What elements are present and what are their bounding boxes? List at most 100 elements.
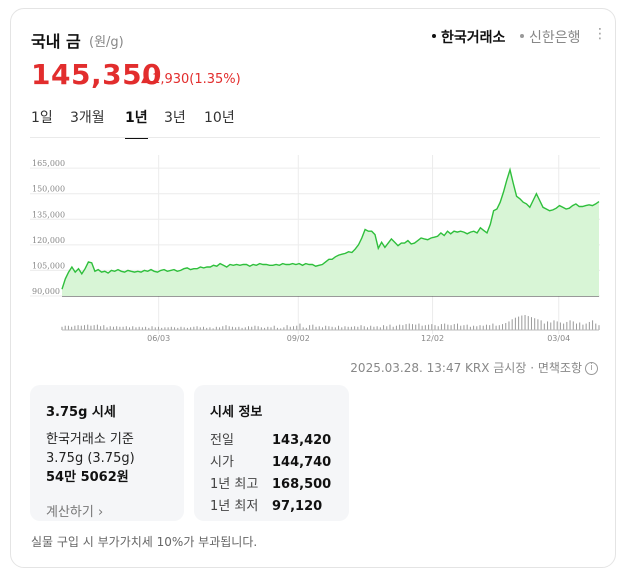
chart-line [61, 167, 600, 290]
volume-bar [559, 322, 561, 330]
volume-bar [260, 327, 262, 330]
info-row: 시가 144,740 [210, 452, 333, 474]
volume-bar [347, 326, 349, 330]
info-icon[interactable]: i [585, 362, 598, 375]
volume-bar [264, 327, 266, 330]
page-title: 국내 금 [31, 32, 81, 51]
tab-10y[interactable]: 10년 [204, 110, 235, 126]
volume-bar [238, 326, 240, 330]
volume-bar [161, 327, 163, 330]
volume-bar [71, 326, 73, 330]
volume-bar [103, 325, 105, 330]
volume-bar [498, 325, 500, 330]
volume-bar [411, 324, 413, 330]
volume-bar [383, 325, 385, 330]
volume-bar [96, 324, 98, 330]
volume-bar [354, 326, 356, 330]
volume-bar [267, 326, 269, 330]
calc-box: 3.75g 시세 한국거래소 기준 3.75g (3.75g) 54만 5062… [30, 385, 184, 521]
volume-bar [318, 326, 320, 330]
volume-bar [579, 322, 581, 330]
volume-bar [293, 326, 295, 330]
market-info-title: 시세 정보 [210, 405, 263, 420]
volume-bar [469, 326, 471, 330]
volume-bar [280, 328, 282, 330]
info-value: 168,500 [272, 477, 332, 492]
volume-bar [547, 321, 549, 330]
y-tick-label: 135,000 [32, 210, 65, 219]
volume-bar [395, 325, 397, 330]
volume-bar [286, 325, 288, 330]
source-tab-shinhan[interactable]: 신한은행 [520, 27, 581, 47]
more-vertical-icon[interactable]: ⋮ [593, 26, 607, 42]
volume-bar [447, 324, 449, 330]
volume-bar [289, 326, 291, 330]
calc-basis: 한국거래소 기준 [46, 432, 134, 447]
tab-3y[interactable]: 3년 [164, 110, 186, 126]
volume-bar [402, 325, 404, 330]
bullet-icon [432, 34, 436, 38]
volume-bar [527, 316, 529, 330]
volume-bar [167, 327, 169, 330]
info-value: 143,420 [272, 433, 332, 448]
volume-bar [154, 327, 156, 330]
volume-bar [148, 327, 150, 330]
volume-bar [64, 325, 66, 330]
volume-bar [251, 326, 253, 330]
volume-bar [196, 326, 198, 330]
volume-bar [206, 327, 208, 330]
info-label: 1년 최고 [210, 477, 259, 492]
volume-bar [228, 326, 230, 330]
volume-bar [315, 326, 317, 330]
volume-bar [453, 324, 455, 330]
volume-bar [202, 326, 204, 330]
calc-link[interactable]: 계산하기 › [46, 501, 168, 520]
volume-bar [370, 325, 372, 330]
volume-bar [460, 325, 462, 330]
volume-bar [540, 320, 542, 330]
volume-bar [457, 323, 459, 330]
volume-bar [392, 326, 394, 330]
volume-bar [119, 326, 121, 330]
volume-bar [379, 327, 381, 330]
volume-bar [598, 325, 600, 330]
volume-bar [170, 326, 172, 330]
y-axis-ticks: 165,000 150,000 135,000 120,000 105,000 90,00… [32, 159, 65, 296]
info-label: 시가 [210, 455, 234, 470]
volume-bar [431, 324, 433, 330]
volume-bar [338, 325, 340, 330]
volume-bar [521, 315, 523, 330]
volume-bar [305, 327, 307, 330]
info-row: 전일 143,420 [210, 430, 333, 452]
volume-bar [225, 325, 227, 330]
volume-bar [418, 323, 420, 330]
volume-bar [485, 324, 487, 330]
price-chart[interactable]: 165,000 150,000 135,000 120,000 105,000 90,00… [30, 155, 600, 345]
volume-bar [424, 325, 426, 330]
x-tick-label: 03/04 [547, 334, 570, 343]
volume-bar [524, 315, 526, 330]
volume-bar [209, 327, 211, 330]
x-tick-label: 12/02 [421, 334, 444, 343]
volume-bar [440, 324, 442, 330]
volume-bar [437, 326, 439, 330]
calc-amount: 54만 5062원 [46, 470, 129, 485]
volume-bar [193, 326, 195, 330]
volume-bar [135, 327, 137, 330]
source-tab-krx[interactable]: 한국거래소 [432, 27, 505, 47]
source-label: 한국거래소 [441, 30, 506, 46]
volume-bar [241, 327, 243, 330]
calc-box-title: 3.75g 시세 [46, 405, 116, 420]
volume-bar [116, 326, 118, 330]
volume-bar [183, 327, 185, 330]
x-tick-label: 09/02 [287, 334, 310, 343]
unit-label: (원/g) [89, 35, 124, 50]
tab-1y[interactable]: 1년 [125, 107, 148, 139]
up-arrow-icon: ▲ [141, 75, 148, 85]
tab-1d[interactable]: 1일 [31, 110, 53, 126]
volume-bar [360, 325, 362, 330]
tab-3m[interactable]: 3개월 [70, 110, 105, 126]
volume-bar [219, 327, 221, 330]
info-row: 1년 최저 97,120 [210, 496, 333, 518]
volume-bar [466, 324, 468, 330]
